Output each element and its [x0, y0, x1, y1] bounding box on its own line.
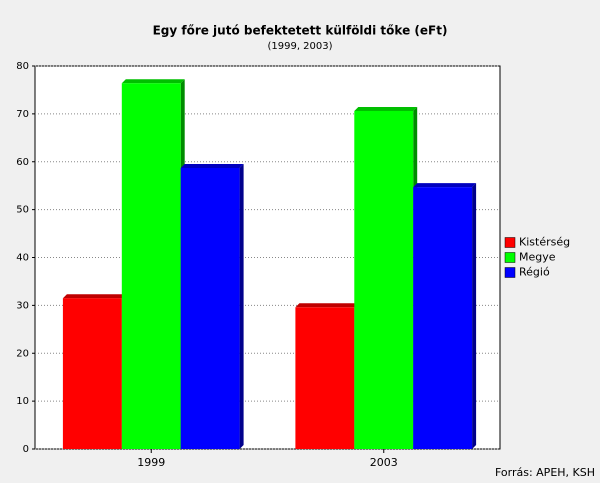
chart-subtitle: (1999, 2003)	[267, 41, 332, 52]
y-tick-label: 50	[16, 205, 29, 216]
legend-label: Megye	[519, 251, 556, 264]
x-tick-label: 2003	[370, 456, 398, 469]
bar	[295, 307, 355, 449]
y-tick-label: 10	[16, 396, 29, 407]
y-tick-label: 20	[16, 348, 29, 359]
y-tick-label: 40	[16, 253, 29, 264]
bar-top	[62, 294, 126, 299]
legend-swatch	[504, 267, 516, 278]
legend-swatch	[504, 237, 516, 248]
bar-top	[121, 79, 185, 84]
bar	[354, 111, 414, 449]
bar	[121, 83, 181, 450]
bar	[180, 167, 240, 449]
legend-swatch	[504, 252, 516, 263]
bar	[413, 187, 473, 449]
legend-label: Régió	[519, 266, 550, 279]
source: Forrás: APEH, KSH	[495, 466, 595, 479]
bar	[62, 298, 122, 449]
x-tick-label: 1999	[137, 456, 165, 469]
bar-top	[413, 183, 477, 188]
chart-title: Egy főre jutó befektetett külföldi tőke …	[153, 24, 448, 38]
y-tick-label: 70	[16, 109, 29, 120]
y-tick-label: 80	[16, 61, 29, 72]
y-tick-label: 60	[16, 157, 29, 168]
bar-top	[180, 163, 244, 168]
legend-label: Kistérség	[519, 236, 570, 249]
bar-top	[354, 107, 418, 112]
bar-side	[472, 183, 477, 449]
bar-side	[239, 163, 244, 449]
bar-top	[295, 303, 359, 308]
y-tick-label: 30	[16, 300, 29, 311]
y-tick-label: 0	[23, 444, 29, 455]
